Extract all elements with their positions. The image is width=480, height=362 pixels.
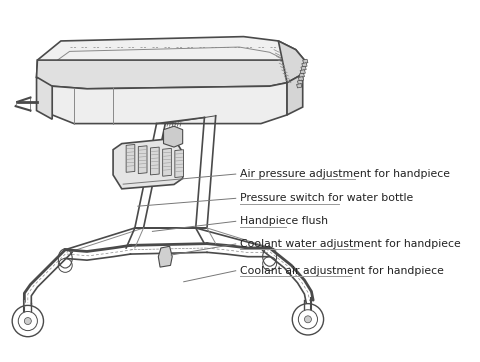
Polygon shape: [36, 60, 304, 89]
Polygon shape: [298, 80, 303, 84]
Polygon shape: [138, 146, 147, 174]
Polygon shape: [175, 150, 183, 177]
Text: Coolant water adjustment for handpiece: Coolant water adjustment for handpiece: [240, 239, 461, 249]
Polygon shape: [297, 84, 302, 88]
Polygon shape: [300, 70, 305, 74]
Text: Pressure switch for water bottle: Pressure switch for water bottle: [240, 193, 413, 203]
Polygon shape: [113, 138, 183, 189]
Polygon shape: [302, 63, 307, 67]
Text: Air pressure adjustment for handpiece: Air pressure adjustment for handpiece: [240, 169, 450, 179]
Polygon shape: [278, 41, 304, 83]
Polygon shape: [301, 66, 306, 71]
Polygon shape: [36, 77, 52, 119]
Polygon shape: [158, 246, 172, 267]
Text: Coolant air adjustment for handpiece: Coolant air adjustment for handpiece: [240, 266, 444, 276]
Circle shape: [304, 316, 312, 323]
Polygon shape: [303, 59, 308, 64]
Polygon shape: [163, 148, 171, 176]
Polygon shape: [151, 147, 159, 175]
Text: Handpiece flush: Handpiece flush: [240, 216, 328, 226]
Polygon shape: [52, 83, 287, 123]
Polygon shape: [299, 73, 304, 77]
Polygon shape: [299, 77, 303, 81]
Polygon shape: [164, 126, 183, 147]
Polygon shape: [36, 37, 304, 89]
Circle shape: [24, 317, 31, 324]
Polygon shape: [287, 74, 303, 115]
Polygon shape: [126, 144, 135, 172]
